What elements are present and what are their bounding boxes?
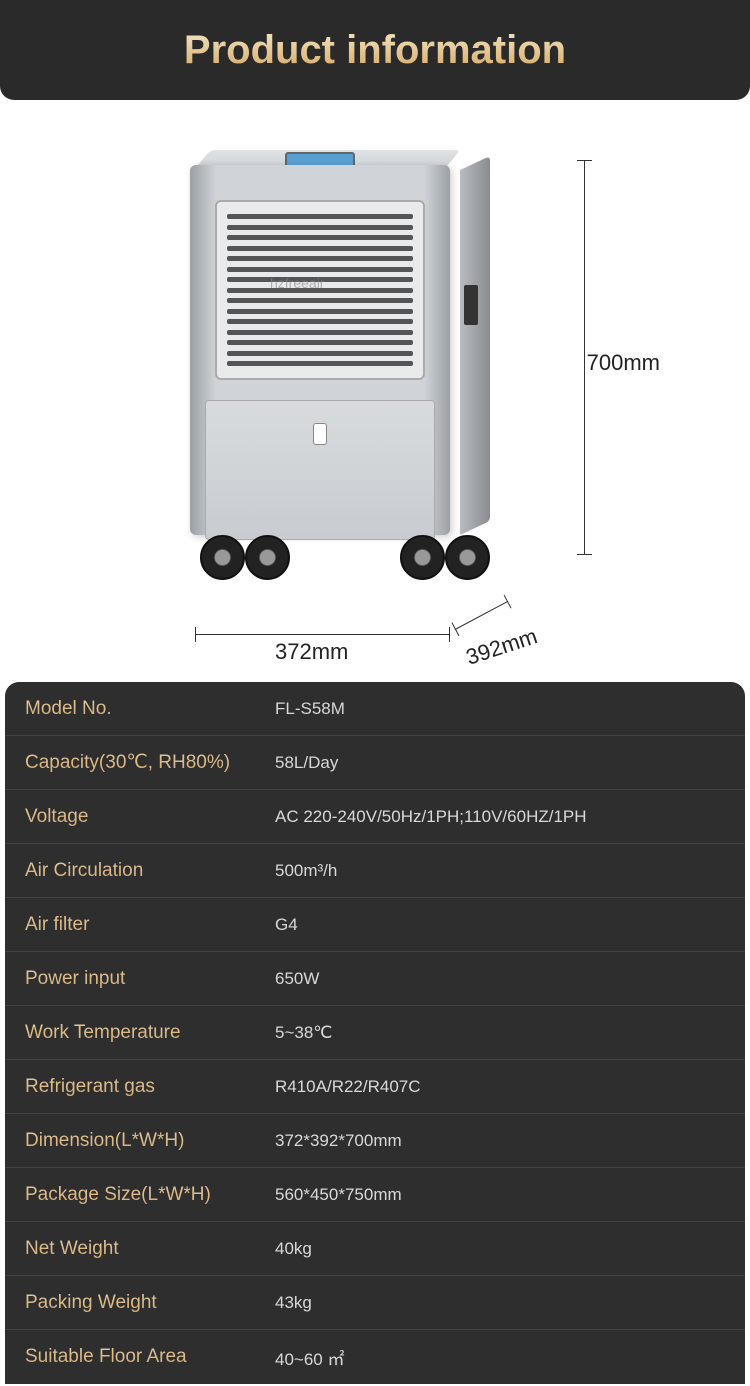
vent-slot xyxy=(227,319,413,324)
height-dimension-line: 700mm xyxy=(584,160,585,555)
width-label: 372mm xyxy=(275,639,348,665)
spec-label: Dimension(L*W*H) xyxy=(5,1116,265,1166)
spec-value: 40kg xyxy=(265,1225,745,1273)
lower-panel xyxy=(205,400,435,540)
spec-value: 40~60 ㎡ xyxy=(265,1331,745,1384)
vent-slot xyxy=(227,246,413,251)
vent-slot xyxy=(227,309,413,314)
spec-value: 500m³/h xyxy=(265,847,745,895)
spec-value: 560*450*750mm xyxy=(265,1171,745,1219)
spec-label: Suitable Floor Area xyxy=(5,1332,265,1382)
header-banner: Product information xyxy=(0,0,750,100)
vent-slot xyxy=(227,256,413,261)
spec-row: Package Size(L*W*H)560*450*750mm xyxy=(5,1168,745,1222)
vent-slot xyxy=(227,351,413,356)
spec-row: Model No.FL-S58M xyxy=(5,682,745,736)
spec-label: Air Circulation xyxy=(5,846,265,896)
wheel-icon xyxy=(400,535,445,580)
spec-value: 43kg xyxy=(265,1279,745,1327)
unit-side-panel xyxy=(460,156,490,535)
page-title: Product information xyxy=(184,28,566,73)
spec-label: Packing Weight xyxy=(5,1278,265,1328)
spec-label: Voltage xyxy=(5,792,265,842)
spec-row: Refrigerant gasR410A/R22/R407C xyxy=(5,1060,745,1114)
spec-label: Package Size(L*W*H) xyxy=(5,1170,265,1220)
spec-value: 650W xyxy=(265,955,745,1003)
spec-row: Air filterG4 xyxy=(5,898,745,952)
spec-label: Refrigerant gas xyxy=(5,1062,265,1112)
vent-slot xyxy=(227,298,413,303)
spec-row: Dimension(L*W*H)372*392*700mm xyxy=(5,1114,745,1168)
spec-row: Suitable Floor Area40~60 ㎡ xyxy=(5,1330,745,1384)
spec-label: Model No. xyxy=(5,684,265,734)
spec-label: Capacity(30℃, RH80%) xyxy=(5,737,265,788)
spec-value: FL-S58M xyxy=(265,685,745,733)
wheel-icon xyxy=(200,535,245,580)
watermark-text: hzfreeair xyxy=(270,275,324,291)
spec-label: Air filter xyxy=(5,900,265,950)
product-illustration: hzfreeair xyxy=(190,150,470,570)
spec-row: Packing Weight43kg xyxy=(5,1276,745,1330)
dimension-diagram: hzfreeair 700mm xyxy=(135,140,615,640)
wheel-icon xyxy=(245,535,290,580)
caster-wheels xyxy=(200,530,490,580)
specifications-table: Model No.FL-S58MCapacity(30℃, RH80%)58L/… xyxy=(5,682,745,1384)
wheel-icon xyxy=(445,535,490,580)
vent-slot xyxy=(227,235,413,240)
spec-value: G4 xyxy=(265,901,745,949)
spec-label: Net Weight xyxy=(5,1224,265,1274)
spec-row: Net Weight40kg xyxy=(5,1222,745,1276)
spec-row: VoltageAC 220-240V/50Hz/1PH;110V/60HZ/1P… xyxy=(5,790,745,844)
lock-icon xyxy=(313,423,327,445)
spec-label: Power input xyxy=(5,954,265,1004)
spec-value: 372*392*700mm xyxy=(265,1117,745,1165)
spec-label: Work Temperature xyxy=(5,1008,265,1058)
spec-value: R410A/R22/R407C xyxy=(265,1063,745,1111)
spec-row: Air Circulation500m³/h xyxy=(5,844,745,898)
width-dimension-line xyxy=(195,634,450,635)
spec-row: Power input650W xyxy=(5,952,745,1006)
vent-slot xyxy=(227,340,413,345)
vent-slot xyxy=(227,214,413,219)
vent-slot xyxy=(227,330,413,335)
spec-value: 5~38℃ xyxy=(265,1009,745,1057)
unit-body: hzfreeair xyxy=(190,165,450,535)
spec-value: AC 220-240V/50Hz/1PH;110V/60HZ/1PH xyxy=(265,793,745,841)
vent-slot xyxy=(227,225,413,230)
product-diagram-section: hzfreeair 700mm xyxy=(0,100,750,670)
vent-slot xyxy=(227,267,413,272)
spec-value: 58L/Day xyxy=(265,739,745,787)
side-handle-icon xyxy=(464,285,478,325)
depth-dimension-line xyxy=(455,601,508,630)
spec-row: Work Temperature5~38℃ xyxy=(5,1006,745,1060)
height-label: 700mm xyxy=(587,350,660,376)
vent-slot xyxy=(227,361,413,366)
spec-row: Capacity(30℃, RH80%)58L/Day xyxy=(5,736,745,790)
depth-label: 392mm xyxy=(463,623,541,670)
